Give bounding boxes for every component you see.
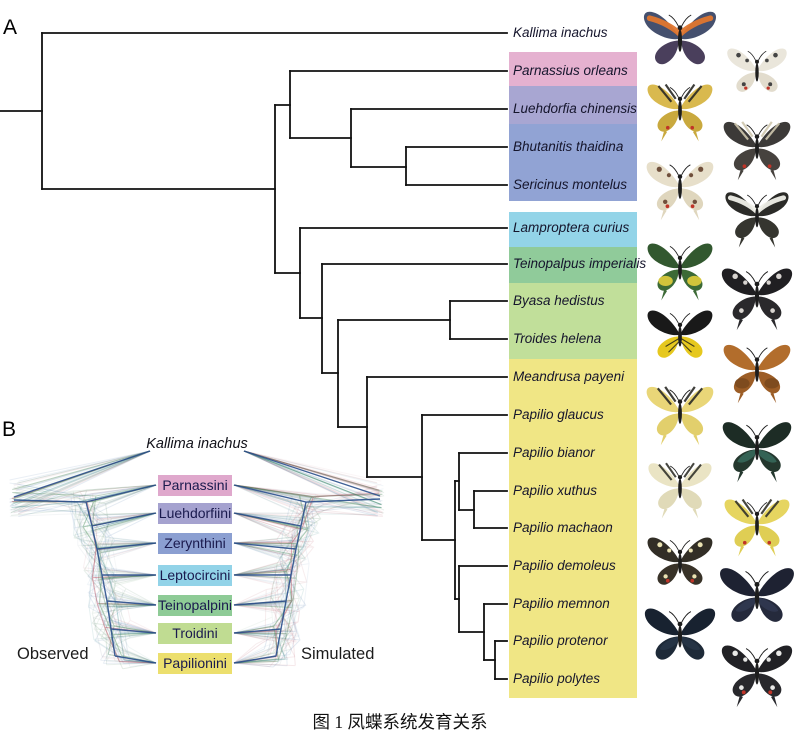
butterfly-luehdorfia-chinensis bbox=[647, 83, 713, 142]
species-label-parnassius-orleans: Parnassius orleans bbox=[513, 63, 628, 78]
butterfly-byasa-hedistus bbox=[721, 268, 793, 331]
species-label-lamproptera-curius: Lamproptera curius bbox=[513, 220, 630, 235]
densitree-observed bbox=[9, 450, 157, 670]
clade-block-yellow bbox=[509, 359, 637, 698]
butterfly-papilio-demoleus bbox=[647, 537, 713, 585]
clade-block-lightblue bbox=[509, 212, 637, 247]
butterfly-lamproptera-curius bbox=[725, 192, 789, 248]
butterfly-papilio-machaon bbox=[724, 498, 790, 557]
tribe-box-luehdorfiini: Luehdorfiini bbox=[158, 502, 232, 524]
clade-block-blue bbox=[509, 124, 637, 201]
panel-b-root-label: Kallima inachus bbox=[146, 436, 248, 452]
butterfly-papilio-bianor bbox=[722, 422, 792, 483]
species-label-papilio-machaon: Papilio machaon bbox=[513, 520, 613, 535]
tribe-box-zerynthini: Zerynthini bbox=[158, 532, 232, 554]
butterfly-troides-helena bbox=[647, 310, 713, 358]
butterfly-meandrusa-payeni bbox=[723, 344, 791, 404]
species-label-papilio-xuthus: Papilio xuthus bbox=[513, 483, 598, 498]
figure-caption: 图 1 凤蝶系统发育关系 bbox=[312, 712, 488, 732]
species-label-teinopalpus-imperialis: Teinopalpus imperialis bbox=[513, 256, 647, 271]
species-label-bhutanitis-thaidina: Bhutanitis thaidina bbox=[513, 139, 624, 154]
species-label-papilio-protenor: Papilio protenor bbox=[513, 633, 608, 648]
butterfly-bhutanitis-thaidina bbox=[723, 121, 791, 181]
butterfly-parnassius-orleans bbox=[727, 48, 787, 92]
simulated-label: Simulated bbox=[301, 645, 375, 663]
clade-block-purple bbox=[509, 86, 637, 124]
butterfly-kallima-inachus bbox=[643, 11, 717, 65]
butterfly-sericinus-montelus bbox=[646, 161, 714, 221]
species-label-papilio-demoleus: Papilio demoleus bbox=[513, 558, 616, 573]
butterfly-papilio-protenor bbox=[644, 608, 716, 660]
species-label-luehdorfia-chinensis: Luehdorfia chinensis bbox=[513, 101, 637, 116]
species-label-troides-helena: Troides helena bbox=[513, 331, 602, 346]
tree-branches bbox=[0, 32, 508, 680]
panel-b-letter: B bbox=[2, 418, 17, 441]
tribe-box-leptocircini: Leptocircini bbox=[158, 564, 232, 586]
clade-block-lightgreen bbox=[509, 283, 637, 359]
tribe-box-troidini: Troidini bbox=[158, 622, 232, 644]
clade-block-pink bbox=[509, 52, 637, 86]
clade-block-green bbox=[509, 247, 637, 283]
species-label-byasa-hedistus: Byasa hedistus bbox=[513, 293, 605, 308]
panel-a-letter: A bbox=[3, 16, 18, 39]
tribe-box-teinopalpini: Teinopalpini bbox=[158, 594, 232, 616]
species-label-papilio-bianor: Papilio bianor bbox=[513, 445, 595, 460]
butterfly-papilio-xuthus bbox=[648, 462, 712, 519]
tribe-box-papilionini: Papilionini bbox=[158, 652, 232, 674]
species-label-kallima-inachus: Kallima inachus bbox=[513, 25, 608, 40]
butterfly-papilio-memnon bbox=[720, 568, 794, 622]
tribe-box-parnassini: Parnassini bbox=[158, 474, 232, 496]
species-label-papilio-polytes: Papilio polytes bbox=[513, 671, 601, 686]
butterfly-teinopalpus-imperialis bbox=[647, 243, 713, 301]
species-label-papilio-glaucus: Papilio glaucus bbox=[513, 407, 604, 422]
species-label-sericinus-montelus: Sericinus montelus bbox=[513, 177, 628, 192]
species-label-meandrusa-payeni: Meandrusa payeni bbox=[513, 369, 625, 384]
species-label-papilio-memnon: Papilio memnon bbox=[513, 596, 610, 611]
densitree-simulated bbox=[233, 450, 385, 668]
butterfly-papilio-glaucus bbox=[646, 386, 714, 446]
butterfly-papilio-polytes bbox=[721, 645, 793, 708]
observed-label: Observed bbox=[17, 645, 89, 663]
